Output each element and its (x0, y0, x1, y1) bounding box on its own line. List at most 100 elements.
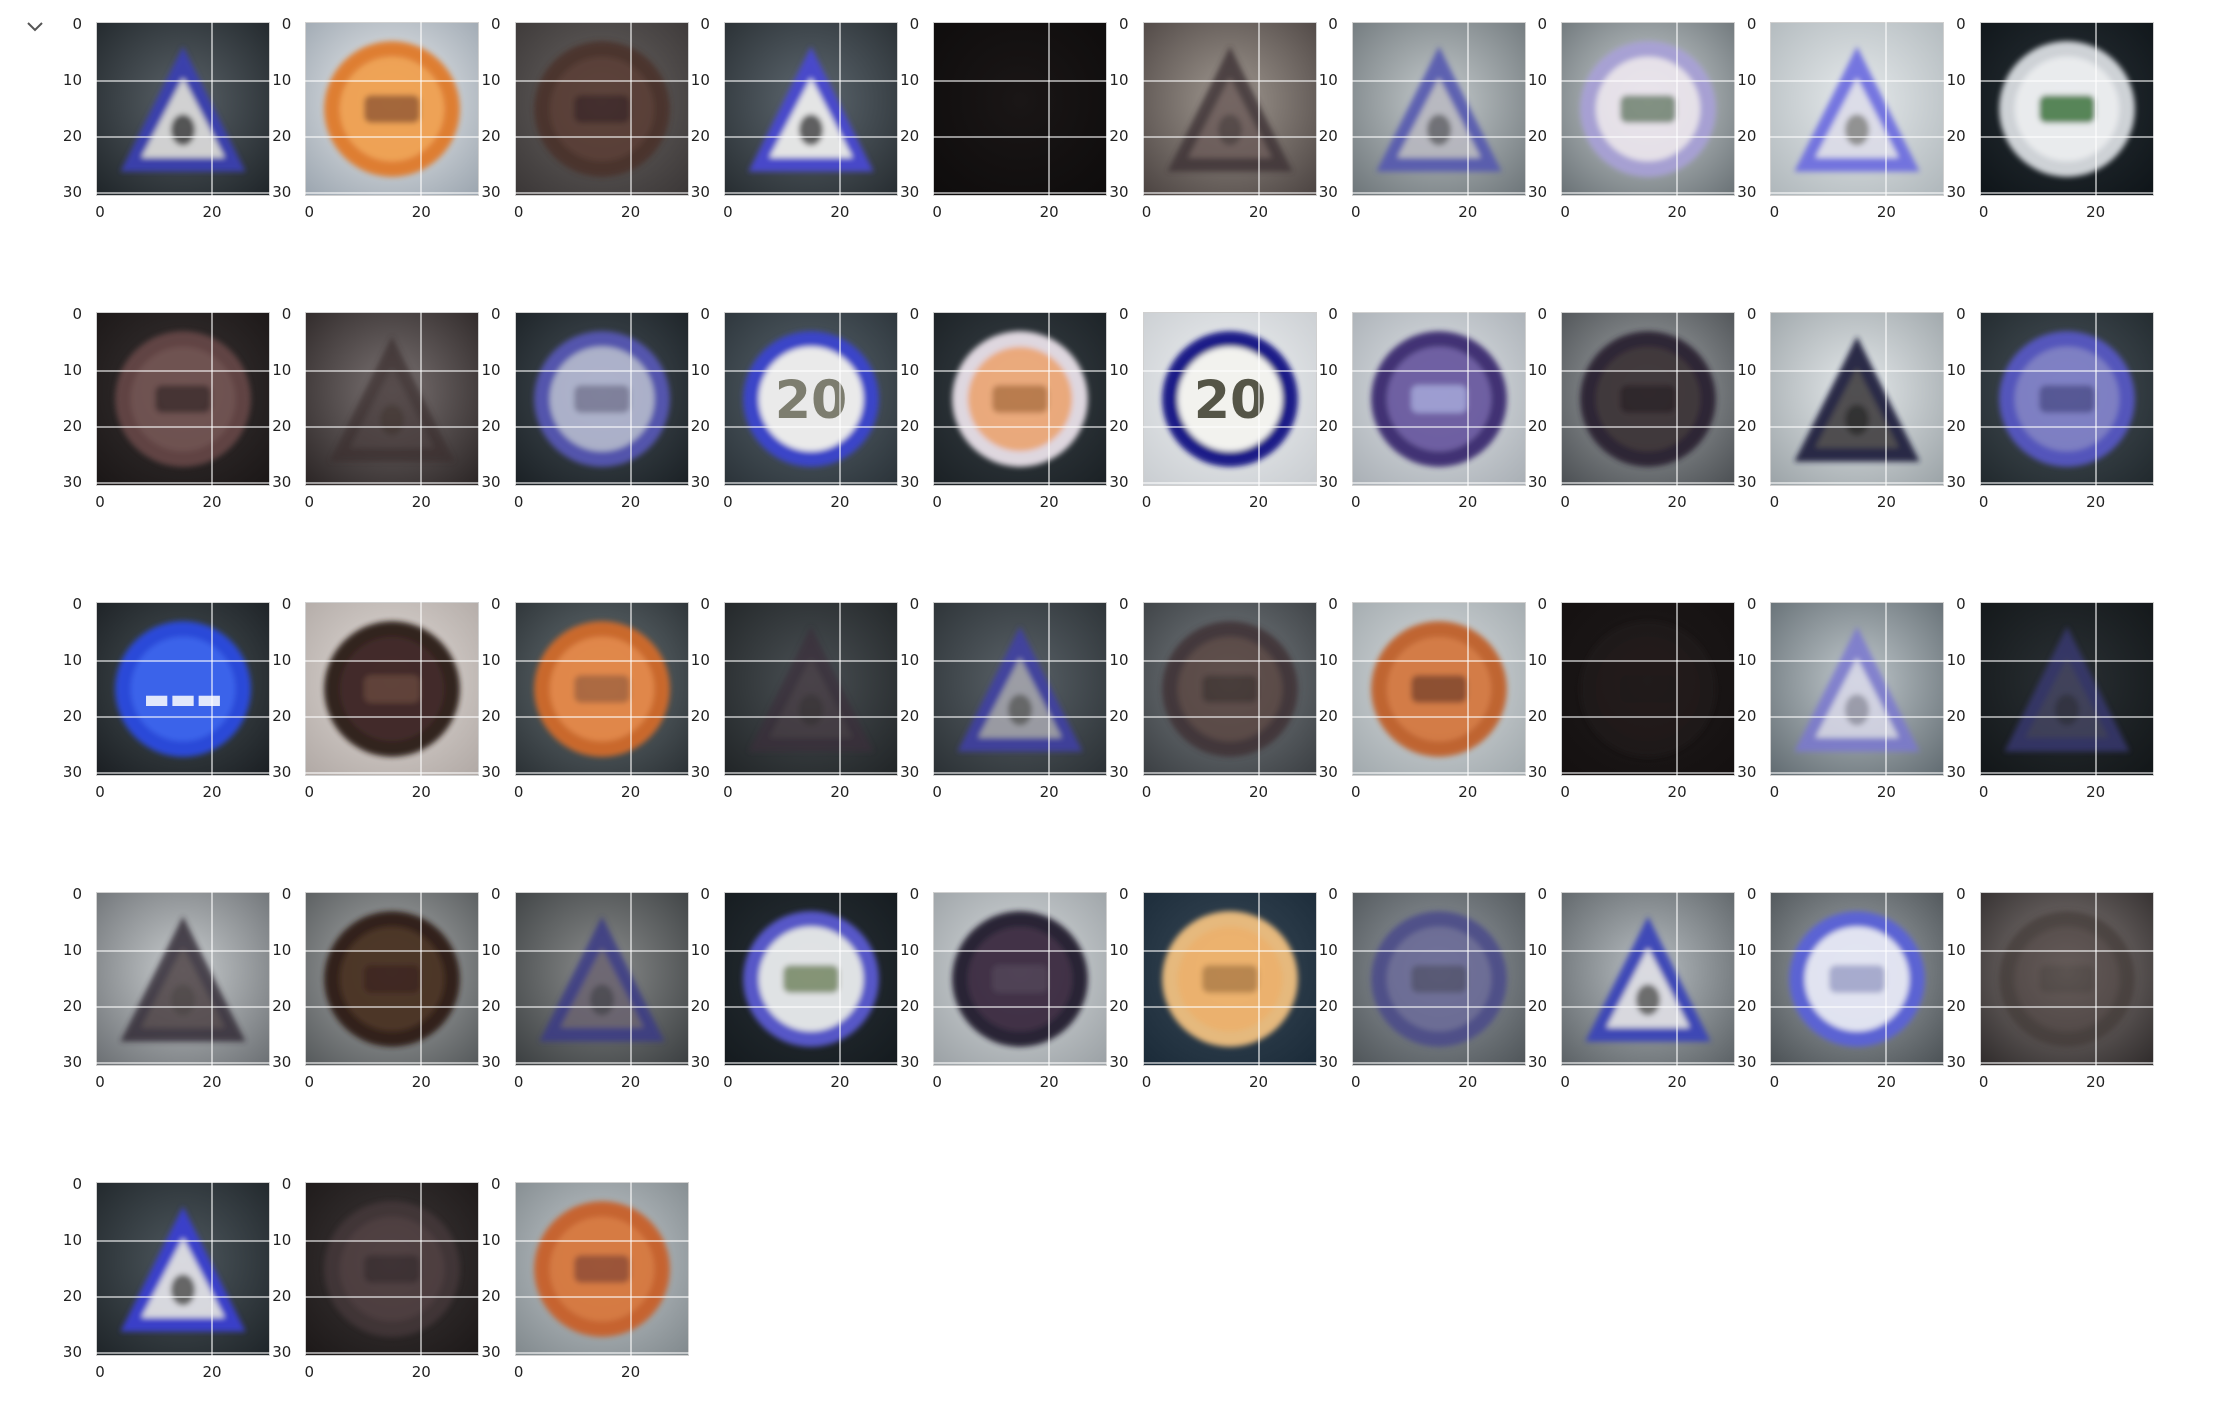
y-tick-label: 20 (1946, 997, 1966, 1015)
y-tick-label: 0 (1956, 305, 1966, 323)
round-sign: 20 (1161, 331, 1298, 467)
round-sign (1580, 621, 1716, 757)
y-tick-label: 30 (1737, 473, 1757, 491)
subplot-panel: 0 10 20 30 0 20 (265, 1176, 480, 1390)
chevron-down-icon (27, 22, 43, 32)
y-tick-label: 20 (1946, 127, 1966, 145)
gridline-horizontal (96, 482, 270, 484)
y-tick-label: 0 (281, 305, 292, 323)
sign-image (305, 312, 480, 486)
gridline-horizontal (1142, 136, 1317, 138)
sign-image (723, 602, 898, 776)
y-tick-label: 20 (62, 417, 82, 435)
gridline-horizontal (1979, 482, 2154, 484)
gridline-horizontal (933, 370, 1108, 372)
y-tick-label: 0 (281, 885, 292, 903)
y-tick-label: 0 (72, 305, 82, 323)
x-tick-label: 0 (1351, 493, 1361, 511)
y-tick-label: 30 (900, 1053, 920, 1071)
subplot-panel: 0 10 20 30 0 20 (1312, 596, 1526, 810)
gridline-horizontal (1561, 192, 1736, 194)
gridline-horizontal (1561, 426, 1736, 428)
round-sign (324, 911, 461, 1047)
y-tick-label: 10 (272, 71, 292, 89)
y-tick-label: 0 (1956, 595, 1966, 613)
y-tick-label: 10 (62, 1231, 82, 1249)
gridline-horizontal (1979, 192, 2154, 194)
x-tick-label: 0 (304, 783, 315, 801)
y-tick-label: 0 (281, 15, 292, 33)
sign-symbol (170, 1274, 196, 1306)
warning-triangle-sign (748, 626, 874, 752)
y-tick-label: 20 (690, 127, 710, 145)
gridline-vertical (629, 1182, 632, 1356)
y-tick-label: 0 (1537, 15, 1548, 33)
y-tick-label: 0 (1118, 15, 1129, 33)
y-tick-label: 10 (690, 651, 710, 669)
gridline-vertical (2094, 312, 2097, 486)
gridline-horizontal (1142, 426, 1317, 428)
y-tick-label: 30 (1737, 763, 1757, 781)
warning-triangle-sign (2004, 626, 2130, 752)
round-sign (1580, 331, 1716, 467)
gridline-horizontal (723, 950, 898, 952)
gridline-horizontal (723, 482, 898, 484)
gridline-vertical (1048, 892, 1051, 1066)
gridline-horizontal (1770, 950, 1945, 952)
warning-triangle-sign (1585, 916, 1711, 1042)
collapse-output-button[interactable] (20, 12, 50, 42)
sign-symbol (1217, 114, 1242, 146)
subplot-panel: 0 10 20 30 0 20 (1521, 886, 1736, 1100)
gridline-vertical (1048, 602, 1051, 776)
x-tick-label: 20 (2086, 203, 2106, 221)
x-tick-label: 20 (830, 1073, 850, 1091)
y-tick-label: 10 (900, 361, 920, 379)
round-sign (324, 621, 461, 757)
x-tick-label: 20 (1039, 1073, 1059, 1091)
y-tick-label: 20 (1946, 417, 1966, 435)
gridline-horizontal (1979, 660, 2154, 662)
y-tick-label: 30 (1946, 1053, 1966, 1071)
subplot-panel: 0 10 20 30 0 20 (475, 1176, 689, 1390)
gridline-horizontal (514, 192, 689, 194)
sign-image (514, 602, 689, 776)
y-tick-label: 10 (1737, 71, 1757, 89)
subplot-panel: 0 10 20 30 0 20 (265, 886, 480, 1100)
gridline-horizontal (1979, 1006, 2154, 1008)
y-tick-label: 0 (1328, 595, 1338, 613)
x-tick-label: 20 (1876, 1073, 1896, 1091)
x-tick-label: 20 (411, 203, 431, 221)
gridline-horizontal (96, 136, 270, 138)
y-tick-label: 0 (491, 1175, 501, 1193)
sign-image (1142, 892, 1317, 1066)
gridline-vertical (838, 892, 841, 1066)
gridline-vertical (1257, 312, 1260, 486)
sign-symbol (1201, 675, 1258, 703)
gridline-horizontal (1561, 1006, 1736, 1008)
y-tick-label: 30 (1528, 183, 1548, 201)
gridline-vertical (629, 22, 632, 196)
gridline-horizontal (514, 1352, 689, 1354)
gridline-horizontal (1142, 1062, 1317, 1064)
x-tick-label: 0 (1560, 1073, 1570, 1091)
x-tick-label: 0 (304, 493, 315, 511)
y-tick-label: 20 (1737, 417, 1757, 435)
sign-image (514, 892, 689, 1066)
subplot-panel: 0 10 20 30 0 20 (1521, 306, 1736, 520)
y-tick-label: 20 (1109, 997, 1129, 1015)
gridline-horizontal (514, 660, 689, 662)
gridline-vertical (838, 312, 841, 486)
gridline-horizontal (305, 1062, 480, 1064)
gridline-vertical (420, 22, 423, 196)
sign-symbol (573, 1255, 630, 1283)
sign-image (1351, 602, 1526, 776)
x-tick-label: 0 (1769, 493, 1780, 511)
round-sign (1370, 621, 1507, 757)
y-tick-label: 10 (690, 941, 710, 959)
gridline-vertical (1885, 312, 1888, 486)
round-sign (1370, 331, 1507, 467)
x-tick-label: 0 (1769, 783, 1780, 801)
y-tick-label: 30 (1109, 473, 1129, 491)
y-tick-label: 30 (1318, 1053, 1338, 1071)
